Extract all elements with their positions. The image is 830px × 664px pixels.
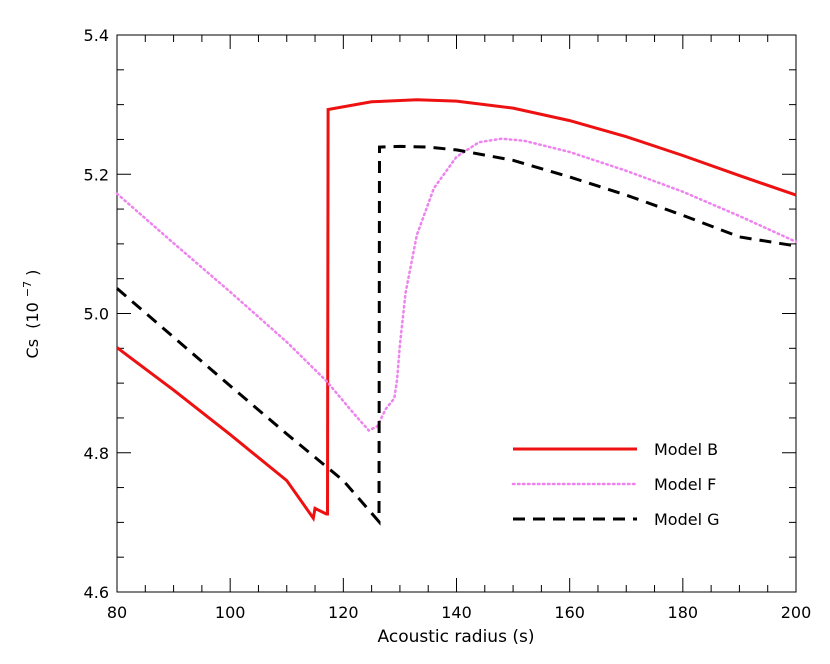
legend-label: Model B [654, 440, 718, 459]
y-axis-label-unit: (10 [23, 302, 42, 329]
series-layer [115, 98, 798, 526]
y-axis-label-exponent: −7 [21, 281, 34, 297]
tick-labels: 80 100 120 140 160 180 200 4.6 4.8 5.0 5.2 5.4 [84, 26, 812, 622]
x-tick-label: 200 [781, 603, 812, 622]
axis-ticks [116, 34, 797, 593]
y-tick-label: 5.0 [84, 305, 109, 324]
legend: Model B Model F Model G [511, 440, 720, 529]
y-tick-label: 4.8 [84, 444, 109, 463]
x-tick-label: 80 [107, 603, 127, 622]
plot-frame [116, 34, 797, 593]
x-tick-label: 180 [668, 603, 699, 622]
series-line-model-b [116, 98, 797, 523]
series-line-model-f [115, 137, 798, 433]
legend-label: Model F [654, 475, 716, 494]
series-line-model-g [116, 144, 797, 526]
x-tick-label: 120 [328, 603, 359, 622]
plot-border [116, 34, 797, 593]
y-axis-label-close: ) [23, 270, 42, 276]
x-tick-label: 100 [215, 603, 246, 622]
x-tick-label: 140 [441, 603, 472, 622]
legend-label: Model G [654, 510, 720, 529]
y-tick-label: 5.4 [84, 26, 109, 45]
y-axis-label-name: Cs [23, 339, 42, 359]
y-tick-label: 4.6 [84, 583, 109, 602]
x-tick-label: 160 [554, 603, 585, 622]
y-axis-label: Cs (10 −7 ) [16, 270, 42, 359]
y-tick-label: 5.2 [84, 165, 109, 184]
x-axis-label: Acoustic radius (s) [378, 627, 535, 647]
